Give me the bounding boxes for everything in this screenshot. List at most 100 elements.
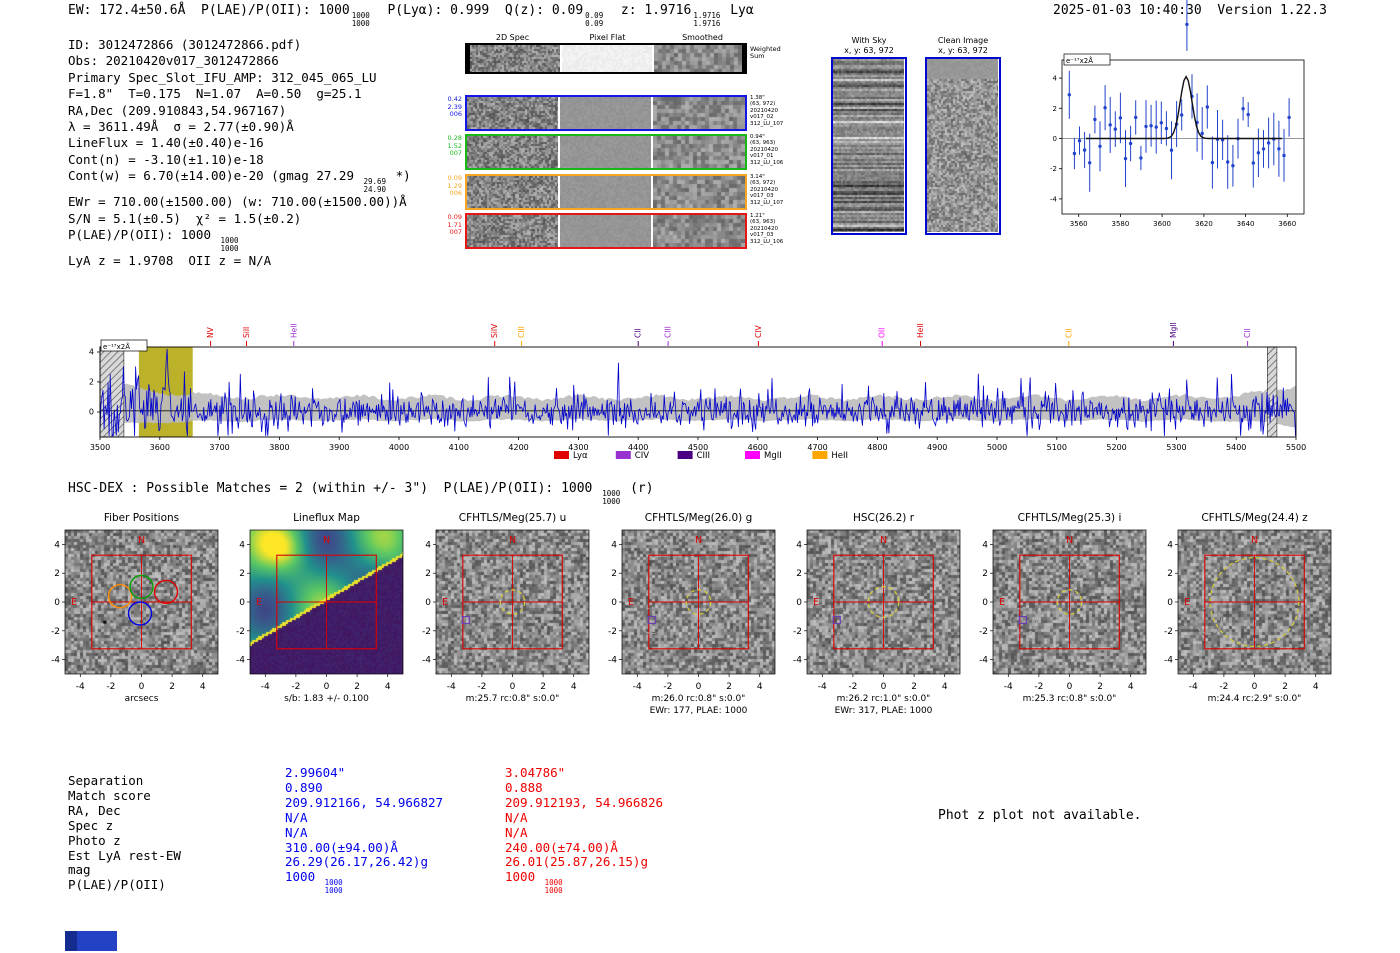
smoothed-sum-image — [654, 45, 742, 72]
annotation-line: 312_LU_107 — [750, 120, 784, 127]
cutout-caption: m:25.3 rc:0.8" s:0.0" — [1022, 694, 1117, 704]
svg-text:3600: 3600 — [1153, 220, 1171, 228]
row-stat: 2.39 — [447, 102, 462, 111]
cutout-caption: m:24.4 rc:2.9" s:0.0" — [1207, 694, 1302, 704]
svg-text:3900: 3900 — [329, 443, 349, 452]
annotation-line: 1.38" — [750, 95, 765, 101]
catalog-object-marker — [832, 615, 841, 625]
svg-text:3600: 3600 — [150, 443, 170, 452]
aperture-circle — [867, 586, 900, 618]
annotation-line: v017_03 — [750, 193, 774, 200]
spec2d-exp-image — [467, 136, 558, 168]
legend-label: HeII — [831, 451, 848, 461]
fiber-circle — [129, 574, 154, 600]
compass-north: N — [1251, 535, 1258, 546]
annotation-line: 0.94" — [750, 134, 765, 140]
summary-seg2: P(Lyα): 0.999 Q(z): 0.09 — [371, 3, 584, 18]
legend-swatch — [615, 451, 631, 459]
annotation-line: (63, 963) — [750, 219, 776, 226]
svg-text:-2: -2 — [106, 682, 115, 692]
svg-text:2: 2 — [354, 682, 360, 692]
compass-north: N — [138, 535, 145, 546]
svg-text:4200: 4200 — [508, 443, 528, 452]
neighbor-dot — [103, 620, 107, 624]
annotation-line: 312_LU_107 — [750, 199, 784, 206]
compass-east: E — [813, 597, 819, 608]
svg-text:4600: 4600 — [748, 443, 768, 452]
cutout-title: HSC(26.2) r — [852, 512, 915, 524]
svg-text:3620: 3620 — [1195, 220, 1213, 228]
fraction-top: 1000 — [351, 11, 370, 20]
clean-title: Clean Image x, y: 63, 972 — [913, 36, 1013, 55]
pixelflat-exp-image — [560, 215, 651, 247]
spec2d-exp-image — [467, 97, 558, 129]
emission-line-marker-label: CII — [634, 328, 643, 338]
match2-mag: 26.01(25.87,26.15)g — [505, 854, 648, 870]
svg-text:4: 4 — [425, 540, 431, 550]
gaussian-fit-curve — [1086, 75, 1283, 140]
svg-text:-2: -2 — [663, 682, 672, 692]
annotation-line: v017_02 — [750, 114, 774, 121]
svg-text:4: 4 — [757, 682, 763, 692]
text-segment: P(LAE)/P(OII): 1000 — [68, 227, 219, 243]
svg-text:-4: -4 — [422, 656, 431, 666]
svg-text:3580: 3580 — [1111, 220, 1129, 228]
svg-text:-4: -4 — [1164, 656, 1173, 666]
plae-fraction: 1000 1000 — [545, 879, 563, 895]
exposure-row-annotation: 1.38" (63, 972) 20210420 v017_02 312_LU_… — [750, 95, 808, 127]
spec2d-sum-image — [470, 45, 560, 72]
svg-text:4: 4 — [1313, 682, 1319, 692]
match1-restew: 310.00(±94.00)Å — [285, 839, 398, 855]
row-stat: 006 — [449, 110, 462, 119]
gmag-fraction: 29.69 24.90 — [364, 178, 387, 194]
compass-east: E — [71, 597, 77, 608]
smoothed-exp-image — [653, 97, 745, 129]
annotation-line: 1.21" — [750, 213, 765, 219]
fraction-top: 1000 — [324, 878, 343, 888]
text-segment: 1000 — [285, 869, 323, 885]
svg-text:-4: -4 — [633, 682, 642, 692]
cutout-title: CFHTLS/Meg(25.7) u — [458, 512, 567, 524]
neighbor-aperture-circle — [824, 607, 852, 635]
cutout-title: CFHTLS/Meg(26.0) g — [644, 512, 753, 524]
svg-text:0: 0 — [425, 598, 431, 608]
annotation-line: (63, 963) — [750, 140, 776, 147]
cutout-overlay-svg: -4 -4 -2 -2 0 0 2 2 4 4 N E — [1164, 529, 1332, 692]
cutout-caption2: EWr: 177, PLAE: 1000 — [649, 706, 748, 716]
svg-text:4: 4 — [571, 682, 577, 692]
fiber-circle — [153, 579, 179, 605]
row-stat: 0.42 — [447, 95, 462, 103]
svg-text:-2: -2 — [422, 627, 431, 637]
match-table-labels: Separation Match score RA, Dec Spec z Ph… — [68, 773, 181, 893]
svg-text:4500: 4500 — [688, 443, 708, 452]
exposure-row-left-labels: 0.09 1.71 007 — [432, 213, 462, 237]
row-label: mag — [68, 862, 91, 878]
svg-text:5400: 5400 — [1226, 443, 1246, 452]
svg-text:-2: -2 — [608, 627, 617, 637]
timestamp-version: 2025-01-03 10:40:30 Version 1.22.3 — [1053, 3, 1327, 18]
svg-text:4: 4 — [239, 540, 245, 550]
info-ewr: EWr = 710.00(±1500.00) (w: 710.00(±1500.… — [68, 194, 407, 210]
legend-label: CIII — [697, 451, 710, 461]
svg-text:4700: 4700 — [807, 443, 827, 452]
spec2d-col-header: 2D Spec — [495, 33, 530, 42]
catalog-object-marker — [1018, 615, 1027, 625]
fraction-top: 1.9716 — [693, 11, 721, 20]
emission-line-marker-label: CII — [1064, 328, 1073, 338]
svg-text:4: 4 — [385, 682, 391, 692]
zoom-spectrum-svg: 3560 3580 3600 3620 3640 3660 -4 -2 0 2 4 e⁻¹⁷x2Å — [1050, 0, 1305, 228]
info-fwhm: F=1.8" T=0.175 N=1.07 A=0.50 g=25.1 — [68, 86, 362, 102]
legend-swatch — [554, 451, 569, 459]
row-stat: 0.09 — [447, 213, 462, 221]
svg-text:-4: -4 — [261, 682, 270, 692]
svg-text:-2: -2 — [793, 627, 802, 637]
legend-swatch — [812, 451, 828, 459]
plae-fraction: 1000 1000 — [221, 237, 239, 253]
smoothed-exp-image — [653, 215, 745, 247]
match2-specz: N/A — [505, 809, 528, 825]
info-lambda-sigma: λ = 3611.49Å σ = 2.77(±0.90)Å — [68, 119, 294, 135]
emission-line-marker-label: CIII — [664, 326, 673, 338]
svg-text:4: 4 — [1167, 540, 1173, 550]
emission-line-marker-label: CIV — [754, 325, 763, 338]
